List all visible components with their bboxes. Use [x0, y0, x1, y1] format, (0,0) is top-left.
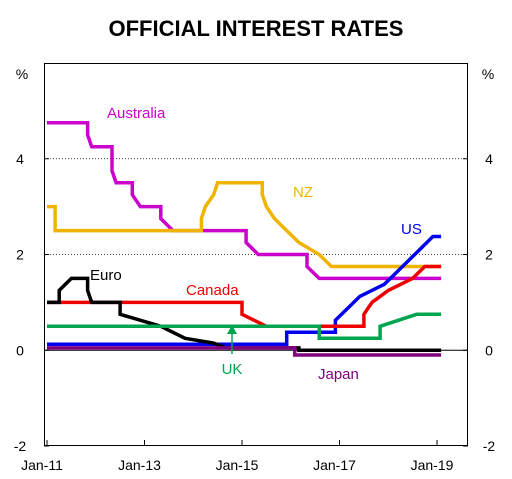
- series-lines: [47, 121, 442, 357]
- y-tick-label-left: -2: [14, 438, 27, 454]
- y-tick-label-right: 4: [485, 151, 493, 167]
- y-tick-label-left: 4: [16, 151, 24, 167]
- axis-ticks: -2 -2 0 0 2 2 4 4 Jan-11 Jan-13 Jan-15 Jan-17 Jan-19: [14, 151, 496, 473]
- series-label-us: US: [401, 221, 422, 238]
- series-line-canada: [47, 264, 442, 329]
- series-line-us: [47, 234, 442, 347]
- x-tick-label: Jan-17: [313, 457, 356, 473]
- x-tick-label: Jan-11: [21, 457, 63, 473]
- y-tick-label-right: 2: [485, 247, 493, 263]
- right-y-unit-label: %: [482, 66, 494, 82]
- series-line-uk: [47, 312, 442, 341]
- series-labels: Australia NZ US Canada Euro UK Japan: [90, 105, 422, 383]
- x-tick-label: Jan-15: [216, 457, 259, 473]
- chart-title: OFFICIAL INTEREST RATES: [109, 16, 404, 41]
- series-label-canada: Canada: [186, 282, 239, 299]
- x-tick-label: Jan-19: [411, 457, 454, 473]
- series-label-australia: Australia: [107, 105, 166, 122]
- y-tick-label-right: 0: [485, 342, 493, 358]
- y-tick-label-right: -2: [483, 438, 496, 454]
- x-tick-label: Jan-13: [118, 457, 161, 473]
- y-tick-label-left: 0: [16, 342, 24, 358]
- series-label-uk: UK: [222, 361, 243, 378]
- series-label-nz: NZ: [293, 184, 313, 201]
- series-label-euro: Euro: [90, 267, 122, 284]
- series-line-nz: [47, 180, 442, 269]
- plot-frame: [44, 63, 468, 446]
- series-label-japan: Japan: [318, 366, 359, 383]
- uk-arrow: [227, 325, 237, 354]
- series-line-australia: [47, 121, 442, 281]
- left-y-unit-label: %: [16, 66, 28, 82]
- series-line-japan: [47, 346, 442, 357]
- y-tick-label-left: 2: [16, 247, 24, 263]
